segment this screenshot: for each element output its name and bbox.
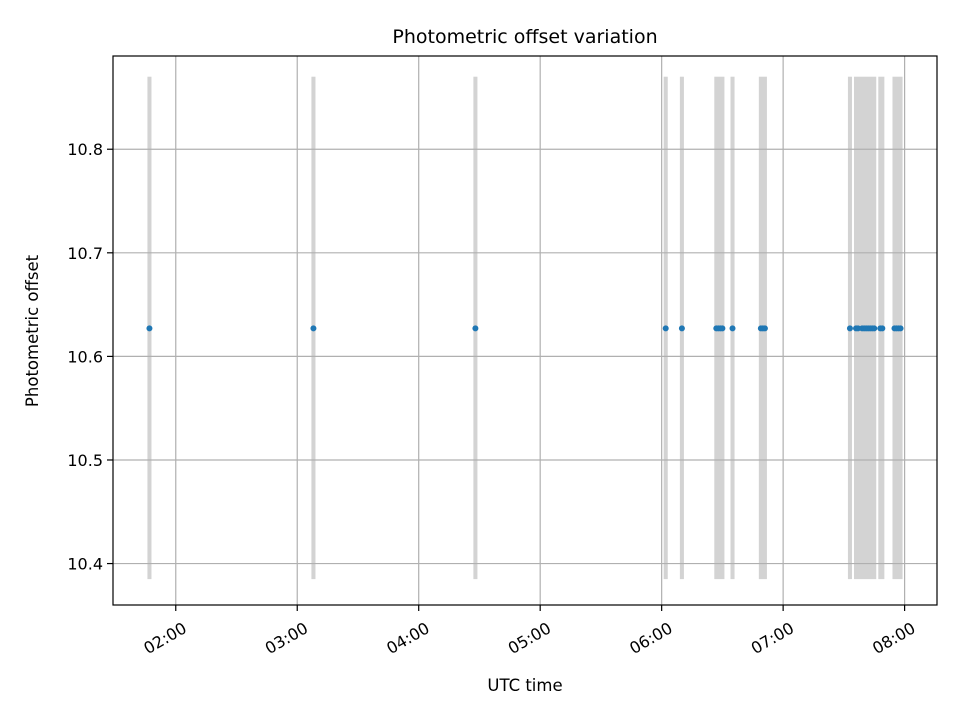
y-tick-label: 10.5	[67, 451, 103, 470]
x-tick-label: 08:00	[869, 618, 918, 658]
x-tick-label: 04:00	[383, 618, 432, 658]
y-tick-label: 10.7	[67, 244, 103, 263]
data-point	[879, 325, 886, 332]
x-tick-label: 02:00	[140, 618, 189, 658]
axes-frame	[112, 55, 938, 606]
data-point	[871, 325, 878, 332]
data-point	[729, 325, 736, 332]
data-point	[846, 325, 853, 332]
data-point	[472, 325, 479, 332]
x-tick-label: 03:00	[262, 618, 311, 658]
data-point	[310, 325, 317, 332]
data-point	[662, 325, 669, 332]
y-tick-label: 10.8	[67, 140, 103, 159]
x-axis-label: UTC time	[487, 676, 562, 695]
chart-title: Photometric offset variation	[392, 26, 657, 48]
plot-area: 02:00 03:00 04:00 05:00 06:00 07:00 08:00 10.4 1…	[67, 55, 938, 658]
y-tick-label: 10.6	[67, 347, 103, 366]
data-point	[761, 325, 768, 332]
x-tick-label: 07:00	[748, 618, 797, 658]
x-tick-label: 05:00	[505, 618, 554, 658]
y-axis-label: Photometric offset	[23, 254, 42, 407]
data-point	[146, 325, 153, 332]
y-tick-label: 10.4	[67, 555, 103, 574]
x-tick-label: 06:00	[626, 618, 675, 658]
data-point	[719, 325, 726, 332]
data-point	[897, 325, 904, 332]
data-point	[678, 325, 685, 332]
